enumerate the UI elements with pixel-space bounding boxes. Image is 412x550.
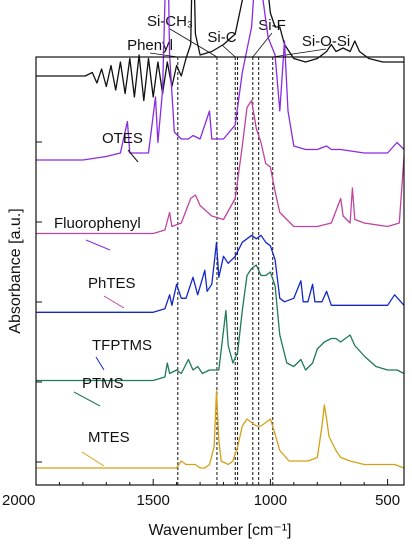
series-pointer-tfptms — [95, 356, 105, 371]
series-line-phtes — [36, 99, 405, 235]
x-tick-label-3: 500 — [375, 492, 400, 509]
series-line-tfptms — [36, 234, 405, 313]
series-label-otes: OTES — [102, 130, 143, 147]
series-line-fluorophenyl — [36, 0, 405, 161]
series-label-phtes: PhTES — [88, 275, 136, 292]
series-line-otes — [36, 0, 404, 102]
peak-label-3: Si-F — [258, 17, 286, 34]
spectra-series — [36, 0, 405, 469]
series-line-ptms — [36, 264, 405, 382]
peak-leader-4 — [272, 48, 327, 58]
series-label-mtes: MTES — [88, 429, 130, 446]
peak-label-4: Si-O-Si — [302, 33, 350, 50]
y-axis-title: Absorbance [a.u.] — [7, 208, 24, 333]
peak-label-1: Si-CH₃ — [147, 13, 193, 30]
series-label-tfptms: TFPTMS — [92, 337, 152, 354]
series-pointer-otes — [127, 149, 139, 163]
x-tick-label-0: 2000 — [2, 492, 35, 509]
x-axis-title: Wavenumber [cm⁻¹] — [149, 522, 292, 539]
series-label-ptms: PTMS — [82, 375, 124, 392]
series-pointer-phtes — [103, 295, 125, 309]
series-line-mtes — [36, 390, 405, 469]
series-labels: OTES Fluorophenyl PhTES TFPTMS PTMS MTES — [54, 130, 152, 467]
peak-leader-2 — [221, 44, 236, 58]
peak-leader-3 — [252, 32, 273, 58]
series-pointer-mtes — [81, 451, 105, 467]
series-pointer-fluorophenyl — [85, 239, 111, 251]
series-label-fluorophenyl: Fluorophenyl — [54, 215, 141, 232]
axis-ticks: 2000 1500 1000 500 — [2, 141, 400, 509]
peak-label-2: Si-C — [207, 29, 236, 46]
peak-marker-labels: Phenyl Si-CH₃ Si-C Si-F Si-O-Si — [127, 13, 350, 58]
x-tick-label-1: 1500 — [137, 492, 170, 509]
plot-frame — [35, 56, 405, 486]
x-tick-label-2: 1000 — [254, 492, 287, 509]
series-pointer-ptms — [73, 391, 101, 407]
peak-label-0: Phenyl — [127, 37, 173, 54]
